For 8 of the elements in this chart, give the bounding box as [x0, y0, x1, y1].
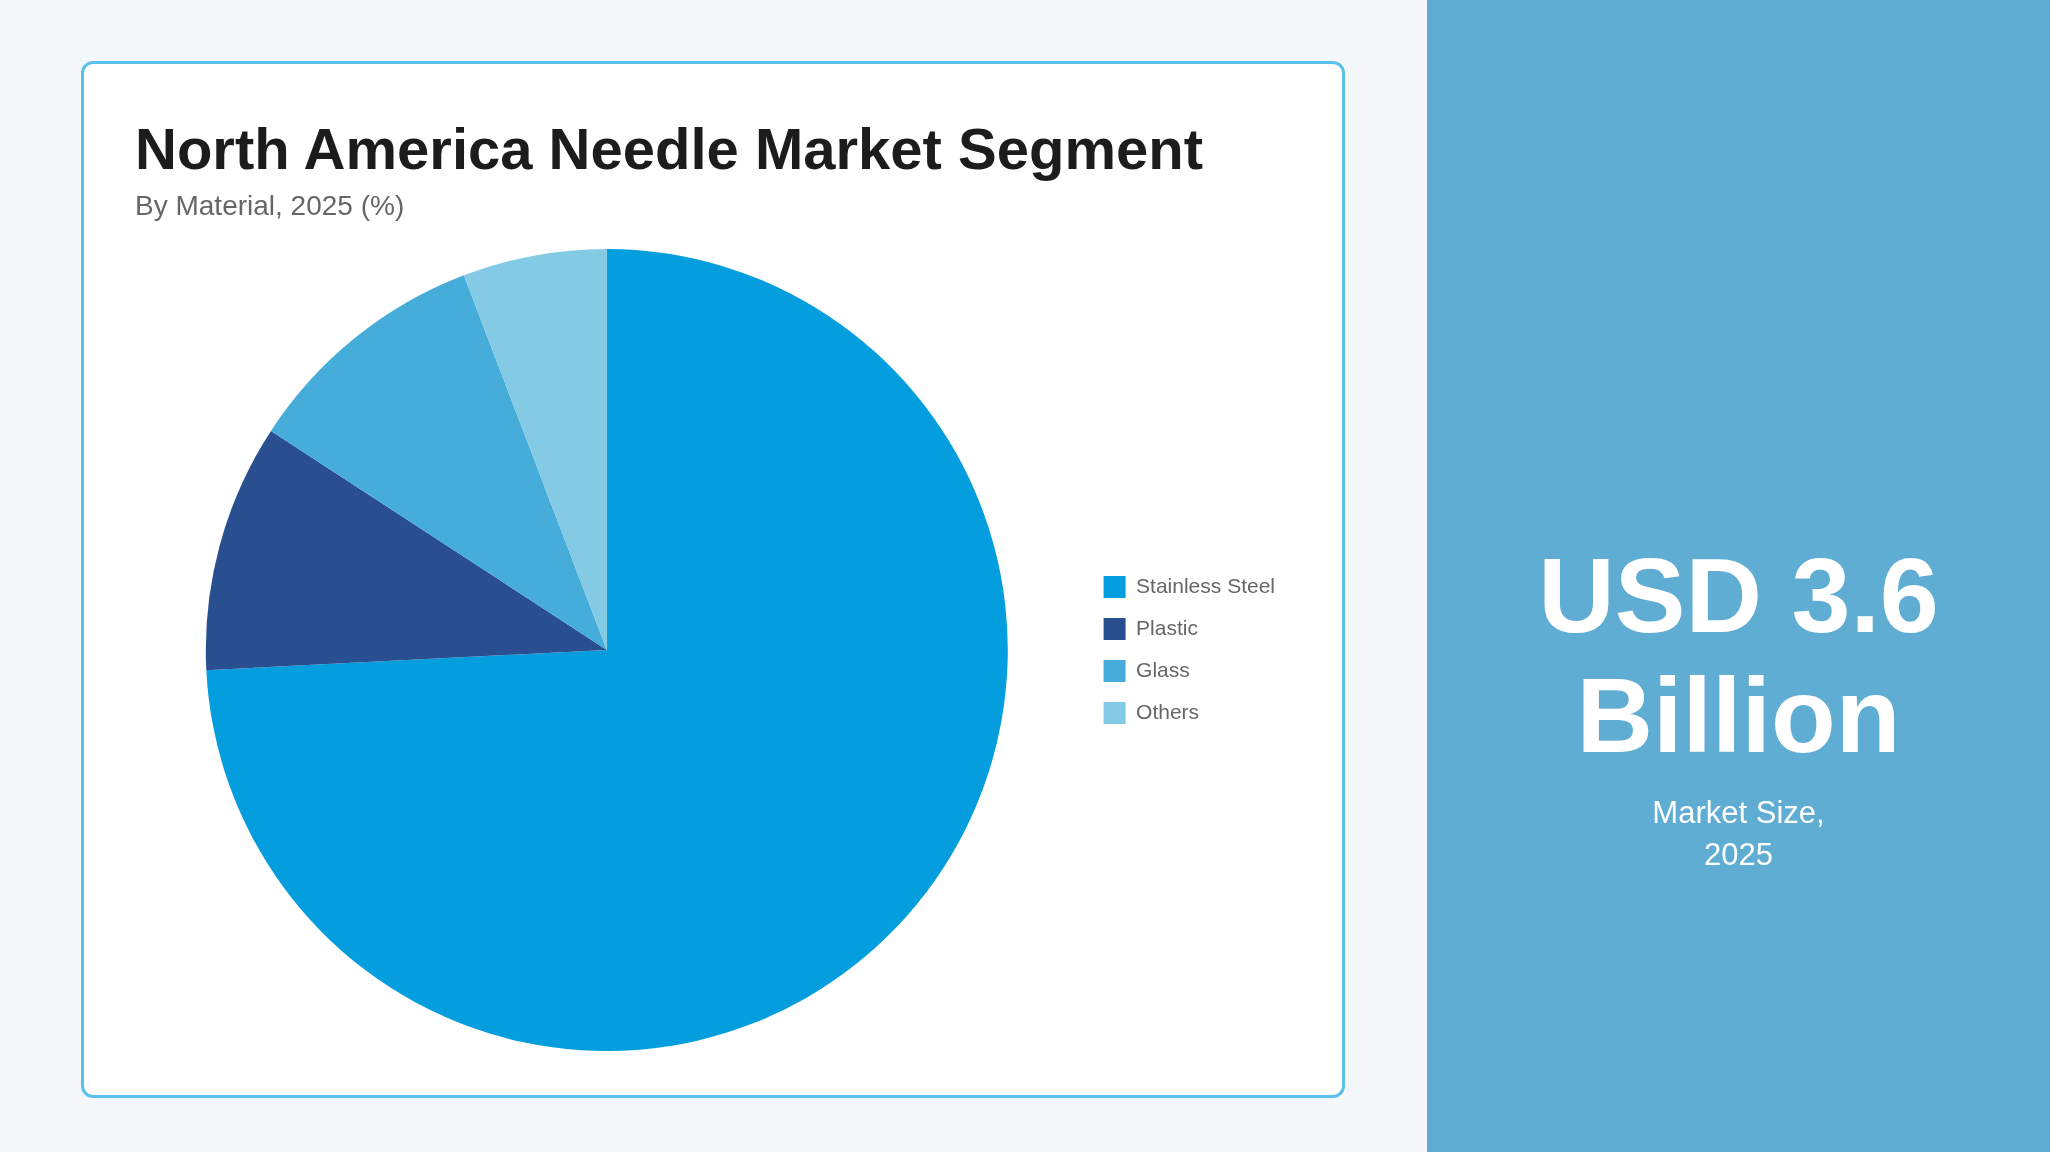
legend-label: Plastic: [1136, 615, 1198, 639]
legend-label: Others: [1136, 699, 1200, 723]
chart-subtitle: By Material, 2025 (%): [135, 190, 405, 222]
legend-label: Glass: [1136, 657, 1190, 681]
text: Market Size, 2025: [1651, 794, 1826, 874]
legend-label: Stainless Steel: [1136, 573, 1276, 597]
chart-title: North America Needle Market Segment: [135, 116, 1203, 182]
text: USD 3.6 Billion: [1537, 535, 1940, 775]
